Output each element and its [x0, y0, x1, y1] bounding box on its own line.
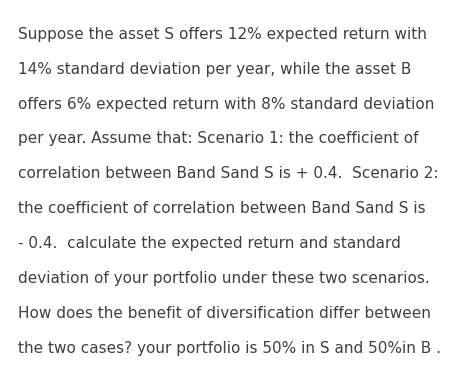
Text: deviation of your portfolio under these two scenarios.: deviation of your portfolio under these …	[18, 271, 430, 286]
Text: 14% standard deviation per year, while the asset B: 14% standard deviation per year, while t…	[18, 62, 412, 76]
Text: Suppose the asset S offers 12% expected return with: Suppose the asset S offers 12% expected …	[18, 27, 427, 41]
Text: offers 6% expected return with 8% standard deviation: offers 6% expected return with 8% standa…	[18, 97, 435, 111]
Text: the coefficient of correlation between Band Sand S is: the coefficient of correlation between B…	[18, 201, 426, 216]
Text: - 0.4.  calculate the expected return and standard: - 0.4. calculate the expected return and…	[18, 236, 402, 251]
Text: per year. Assume that: Scenario 1: the coefficient of: per year. Assume that: Scenario 1: the c…	[18, 131, 419, 146]
Text: correlation between Band Sand S is + 0.4.  Scenario 2:: correlation between Band Sand S is + 0.4…	[18, 166, 439, 181]
Text: How does the benefit of diversification differ between: How does the benefit of diversification …	[18, 306, 431, 321]
Text: the two cases? your portfolio is 50% in S and 50%in B .: the two cases? your portfolio is 50% in …	[18, 341, 442, 356]
